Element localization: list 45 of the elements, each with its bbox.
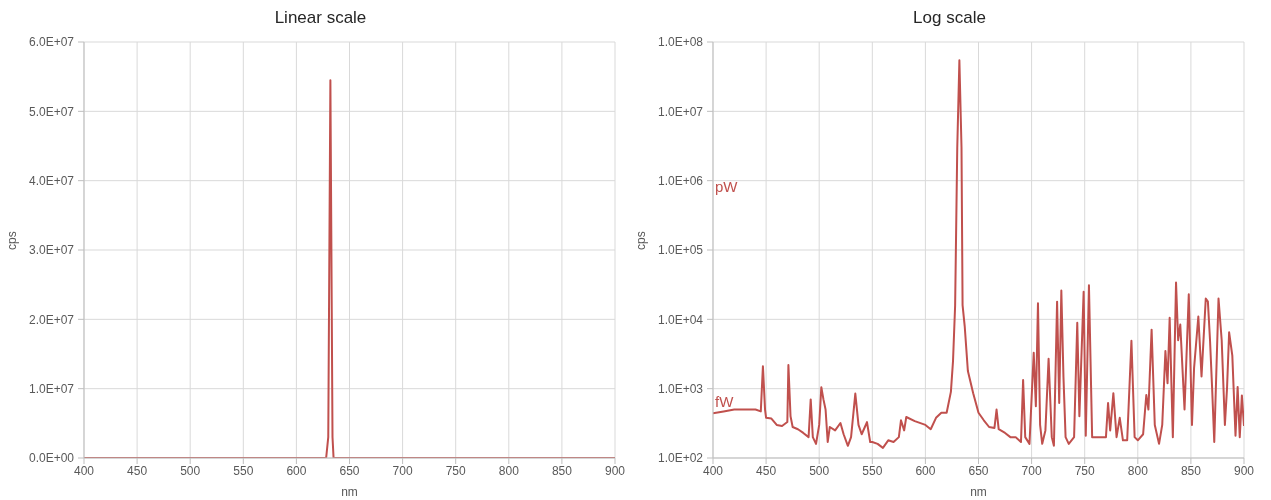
x-tick-label: 650 [339, 463, 360, 478]
y-tick-label: 1.0E+04 [657, 312, 704, 327]
x-tick-label: 850 [1180, 463, 1202, 478]
x-tick-label: 600 [915, 463, 936, 478]
y-tick-label: 0.0E+00 [28, 451, 75, 466]
y-axis-title: cps [5, 231, 20, 250]
x-tick-label: 850 [551, 463, 573, 478]
x-tick-label: 750 [1074, 463, 1096, 478]
y-tick-label: 6.0E+07 [28, 35, 75, 50]
x-tick-label: 450 [127, 463, 148, 478]
x-axis-title: nm [970, 485, 987, 499]
y-tick-label: 1.0E+07 [28, 381, 75, 396]
x-tick-label: 800 [1127, 463, 1149, 478]
y-tick-label: 2.0E+07 [28, 312, 75, 327]
y-tick-label: 3.0E+07 [28, 243, 75, 258]
chart-title: Linear scale [273, 8, 368, 29]
x-tick-label: 400 [702, 463, 724, 478]
y-tick-label: 1.0E+02 [657, 451, 704, 466]
x-tick-label: 750 [445, 463, 467, 478]
x-tick-label: 500 [180, 463, 201, 478]
x-tick-label: 500 [809, 463, 830, 478]
annotation: pW [715, 178, 738, 195]
x-tick-label: 450 [756, 463, 777, 478]
line-series [713, 59, 1244, 449]
x-tick-label: 800 [498, 463, 520, 478]
x-tick-label: 650 [968, 463, 989, 478]
x-tick-label: 550 [862, 463, 883, 478]
y-axis-title: cps [634, 231, 649, 250]
x-tick-label: 700 [1021, 463, 1042, 478]
x-tick-label: 900 [1233, 463, 1255, 478]
x-axis-title: nm [341, 485, 358, 499]
y-tick-label: 1.0E+07 [657, 104, 704, 119]
x-tick-label: 700 [392, 463, 413, 478]
x-tick-label: 400 [73, 463, 95, 478]
x-tick-label: 900 [604, 463, 626, 478]
y-tick-label: 1.0E+08 [657, 35, 704, 50]
annotation: fW [715, 393, 734, 410]
y-tick-label: 5.0E+07 [28, 104, 75, 119]
y-tick-label: 1.0E+06 [657, 173, 704, 188]
x-tick-label: 600 [286, 463, 307, 478]
y-tick-label: 4.0E+07 [28, 173, 75, 188]
y-tick-label: 1.0E+05 [657, 243, 704, 258]
y-tick-label: 1.0E+03 [657, 381, 704, 396]
chart-title: Log scale [912, 8, 987, 29]
x-tick-label: 550 [233, 463, 254, 478]
